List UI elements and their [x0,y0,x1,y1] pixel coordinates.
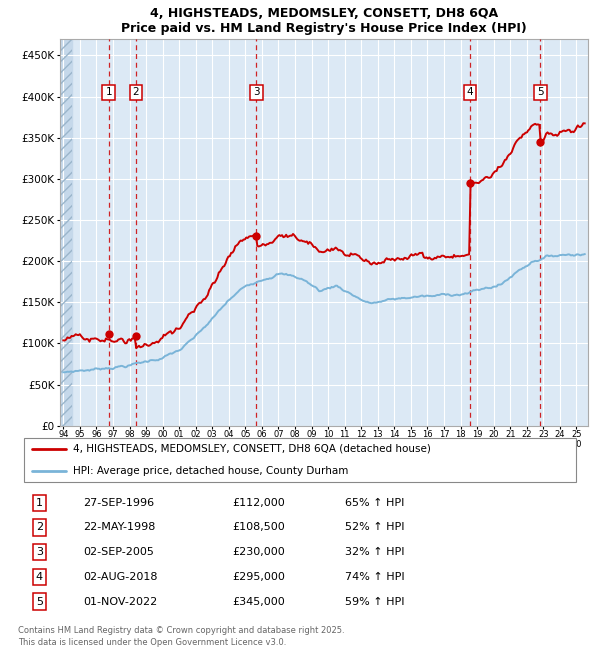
Text: 59% ↑ HPI: 59% ↑ HPI [345,597,404,606]
Text: £112,000: £112,000 [232,498,285,508]
Text: 4, HIGHSTEADS, MEDOMSLEY, CONSETT, DH8 6QA (detached house): 4, HIGHSTEADS, MEDOMSLEY, CONSETT, DH8 6… [73,444,431,454]
Text: 65% ↑ HPI: 65% ↑ HPI [345,498,404,508]
Text: £108,500: £108,500 [232,523,285,532]
Text: 02-AUG-2018: 02-AUG-2018 [83,572,157,582]
Text: 1: 1 [36,498,43,508]
Text: 22-MAY-1998: 22-MAY-1998 [83,523,155,532]
Text: 3: 3 [36,547,43,557]
Title: 4, HIGHSTEADS, MEDOMSLEY, CONSETT, DH8 6QA
Price paid vs. HM Land Registry's Hou: 4, HIGHSTEADS, MEDOMSLEY, CONSETT, DH8 6… [121,7,527,35]
Text: £345,000: £345,000 [232,597,285,606]
Text: 32% ↑ HPI: 32% ↑ HPI [345,547,404,557]
FancyBboxPatch shape [23,438,577,482]
Bar [60,39,71,426]
Text: 27-SEP-1996: 27-SEP-1996 [83,498,154,508]
Text: 5: 5 [537,88,544,97]
Text: £230,000: £230,000 [232,547,285,557]
Text: 52% ↑ HPI: 52% ↑ HPI [345,523,404,532]
Text: 02-SEP-2005: 02-SEP-2005 [83,547,154,557]
Text: 3: 3 [253,88,260,97]
Text: HPI: Average price, detached house, County Durham: HPI: Average price, detached house, Coun… [73,466,349,476]
Text: Contains HM Land Registry data © Crown copyright and database right 2025.
This d: Contains HM Land Registry data © Crown c… [18,626,344,647]
Text: 2: 2 [133,88,139,97]
Text: 2: 2 [36,523,43,532]
Text: 4: 4 [36,572,43,582]
Text: 74% ↑ HPI: 74% ↑ HPI [345,572,405,582]
Text: 01-NOV-2022: 01-NOV-2022 [83,597,157,606]
Text: 4: 4 [467,88,473,97]
Text: 5: 5 [36,597,43,606]
Text: £295,000: £295,000 [232,572,285,582]
Text: 1: 1 [106,88,112,97]
Bar [60,39,71,426]
